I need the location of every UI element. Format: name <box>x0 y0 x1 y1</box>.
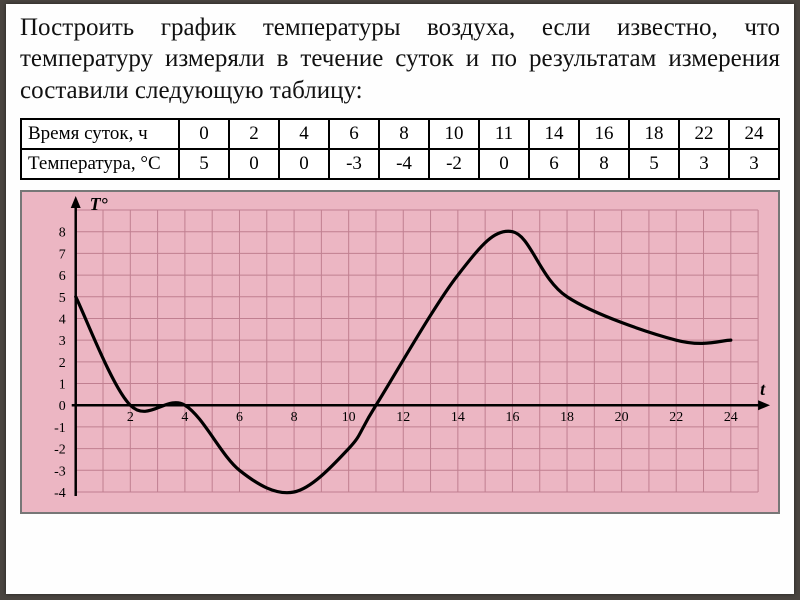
svg-text:-2: -2 <box>54 442 66 457</box>
svg-text:-4: -4 <box>54 486 66 501</box>
table-cell: 18 <box>629 119 679 149</box>
table-cell: 8 <box>379 119 429 149</box>
slide: Построить график температуры воздуха, ес… <box>0 0 800 600</box>
svg-text:18: 18 <box>560 410 574 425</box>
svg-text:-1: -1 <box>54 421 66 436</box>
table-cell: 0 <box>479 149 529 179</box>
task-text: Построить график температуры воздуха, ес… <box>6 4 794 116</box>
svg-text:1: 1 <box>59 377 66 392</box>
x-axis-label: t <box>760 379 766 399</box>
table-cell: 5 <box>629 149 679 179</box>
svg-text:4: 4 <box>59 312 66 327</box>
svg-text:12: 12 <box>396 410 410 425</box>
y-axis-label: T° <box>90 194 109 214</box>
table-cell: 0 <box>279 149 329 179</box>
svg-text:0: 0 <box>59 399 66 414</box>
svg-text:20: 20 <box>615 410 629 425</box>
table-cell: 3 <box>729 149 779 179</box>
axes <box>71 196 770 496</box>
chart-container: 123456780-1-2-3-424681012141618202224T°t <box>20 190 780 514</box>
svg-text:6: 6 <box>59 269 66 284</box>
svg-text:4: 4 <box>181 410 188 425</box>
svg-text:16: 16 <box>505 410 519 425</box>
table-cell: 4 <box>279 119 329 149</box>
svg-text:3: 3 <box>59 334 66 349</box>
table-cell: 6 <box>529 149 579 179</box>
svg-text:5: 5 <box>59 290 66 305</box>
data-table: Время суток, ч0246810111416182224Темпера… <box>20 118 780 180</box>
table-cell: 11 <box>479 119 529 149</box>
tick-labels: 123456780-1-2-3-424681012141618202224 <box>54 225 738 500</box>
table-cell: 0 <box>229 149 279 179</box>
temperature-chart: 123456780-1-2-3-424681012141618202224T°t <box>22 192 778 512</box>
svg-text:-3: -3 <box>54 464 66 479</box>
data-table-body: Время суток, ч0246810111416182224Темпера… <box>21 119 779 179</box>
svg-text:22: 22 <box>669 410 683 425</box>
table-cell: 0 <box>179 119 229 149</box>
grid <box>76 210 758 492</box>
table-cell: 8 <box>579 149 629 179</box>
svg-text:10: 10 <box>342 410 356 425</box>
svg-text:2: 2 <box>127 410 134 425</box>
table-cell: 16 <box>579 119 629 149</box>
svg-text:8: 8 <box>59 225 66 240</box>
table-cell: 14 <box>529 119 579 149</box>
table-cell: -3 <box>329 149 379 179</box>
table-cell: -2 <box>429 149 479 179</box>
svg-text:24: 24 <box>724 410 738 425</box>
svg-text:7: 7 <box>59 247 66 262</box>
row-header: Время суток, ч <box>21 119 179 149</box>
table-cell: 3 <box>679 149 729 179</box>
slide-inner: Построить график температуры воздуха, ес… <box>6 4 794 594</box>
svg-text:2: 2 <box>59 356 66 371</box>
table-cell: 2 <box>229 119 279 149</box>
svg-text:6: 6 <box>236 410 243 425</box>
svg-text:14: 14 <box>451 410 465 425</box>
table-row: Время суток, ч0246810111416182224 <box>21 119 779 149</box>
table-row: Температура, °C500-3-4-2068533 <box>21 149 779 179</box>
table-cell: 6 <box>329 119 379 149</box>
table-cell: 5 <box>179 149 229 179</box>
table-cell: 22 <box>679 119 729 149</box>
svg-text:8: 8 <box>291 410 298 425</box>
row-header: Температура, °C <box>21 149 179 179</box>
table-cell: 24 <box>729 119 779 149</box>
table-cell: -4 <box>379 149 429 179</box>
table-cell: 10 <box>429 119 479 149</box>
